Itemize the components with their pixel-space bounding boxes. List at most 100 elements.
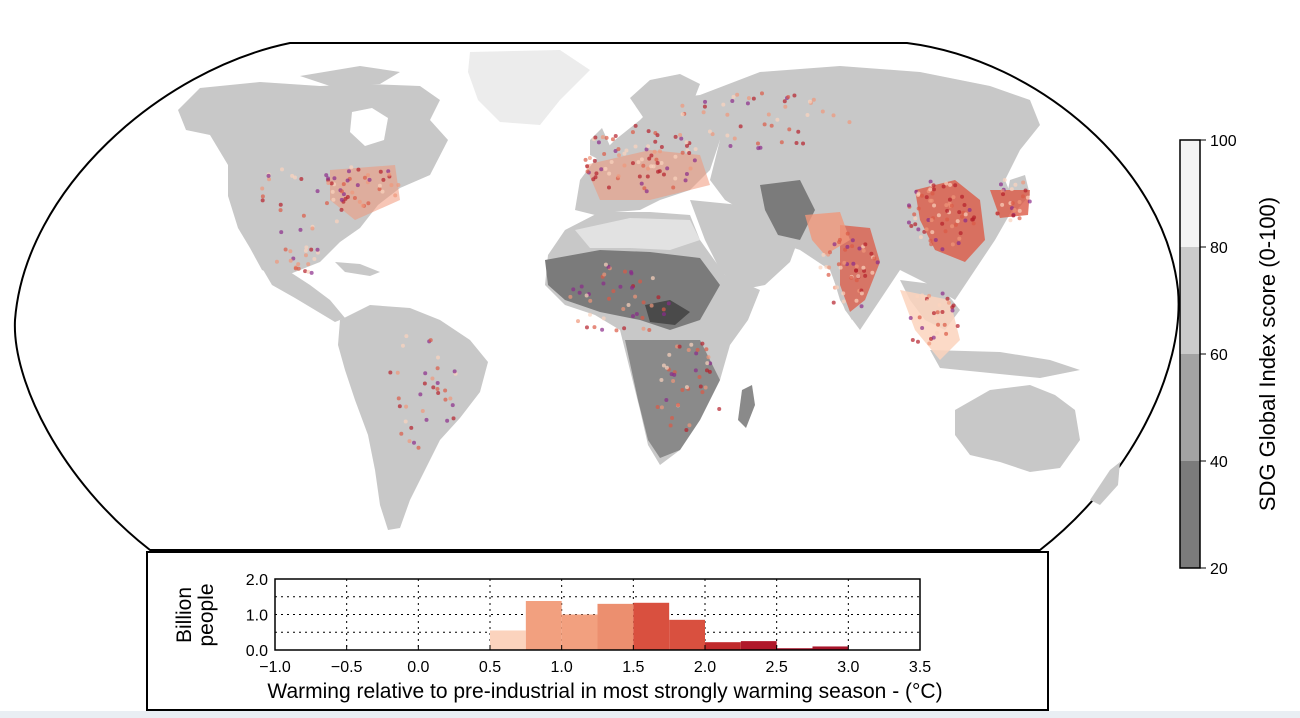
city-dot [659,145,664,150]
city-dot [766,112,771,117]
city-dot [640,315,645,320]
city-dot [396,183,401,188]
city-dot [639,181,644,186]
city-dot [933,316,938,321]
city-dot [334,219,339,224]
city-dot [929,242,934,247]
city-dot [652,149,657,154]
city-dot [931,335,936,340]
city-dot [609,159,614,164]
city-dot [634,311,639,316]
city-dot [957,210,962,215]
city-dot [366,201,371,206]
city-dot [924,195,929,200]
greenland [468,50,590,125]
bottom-strip [0,711,1300,718]
city-dot [647,328,652,333]
city-dot [650,276,655,281]
city-dot [917,315,922,320]
city-dot [377,187,382,192]
city-dot [928,198,933,203]
city-dot [945,208,950,213]
city-dot [850,244,855,249]
city-dot [832,242,837,247]
city-dot [707,129,712,134]
city-dot [944,331,949,336]
city-dot [807,99,812,104]
city-dot [831,300,836,305]
city-dot [412,440,417,445]
city-dot [732,136,737,141]
city-dot [1025,195,1030,200]
histogram-bar [776,648,813,650]
city-dot [315,247,320,252]
city-dot [293,266,298,271]
city-dot [818,265,823,270]
city-dot [694,351,699,356]
scandinavia [630,74,700,120]
city-dot [583,157,588,162]
colorbar-tick-label-40: 40 [1210,454,1228,471]
city-dot [280,167,285,172]
histogram-bar [490,630,526,650]
city-dot [845,231,850,236]
y-label-line: people [195,583,218,646]
city-dot [683,178,688,183]
city-dot [641,300,646,305]
indonesia [930,350,1080,378]
city-dot [378,169,383,174]
city-dot [920,293,925,298]
city-dot [431,385,436,390]
city-dot [728,143,733,148]
city-dot [420,409,425,414]
city-dot [861,265,866,270]
city-dot [843,247,848,252]
caribbean [335,262,380,276]
colorbar-tick-label-60: 60 [1210,347,1228,364]
city-dot [430,376,435,381]
city-dot [859,304,864,309]
city-dot [584,293,589,298]
city-dot [929,218,934,223]
city-dot [296,262,301,267]
city-dot [944,181,949,186]
city-dot [656,295,661,300]
city-dot [339,189,344,194]
city-dot [407,439,412,444]
city-dot [857,246,862,251]
city-dot [920,326,925,331]
histogram-x-label: Warming relative to pre-industrial in mo… [267,680,942,703]
city-dot [827,250,832,255]
city-dot [633,294,638,299]
city-dot [854,298,859,303]
city-dot [695,347,700,352]
city-dot [950,308,955,313]
hotspot-india [840,225,880,312]
city-dot [399,431,404,436]
histogram-x-ticks: −1.0 −0.5 0.0 0.5 1.0 1.5 2.0 2.5 3.0 3.5 [259,645,931,676]
city-dot [692,158,697,163]
city-dot [450,403,455,408]
city-dot [630,161,635,166]
city-dot [315,250,320,255]
city-dot [381,177,386,182]
city-dot [1021,180,1026,185]
city-dot [854,278,859,283]
city-dot [1020,194,1025,199]
city-dot [445,418,450,423]
city-dot [762,122,767,127]
city-dot [626,302,631,307]
x-tick-label: 3.5 [909,659,931,676]
histogram-bar [812,646,849,650]
city-dot [963,212,968,217]
y-tick-label: 2.0 [246,572,268,589]
city-dot [924,227,929,232]
x-tick-label: −1.0 [259,659,291,676]
city-dot [346,169,351,174]
city-dot [859,291,864,296]
city-dot [393,193,398,198]
city-dot [710,132,715,137]
city-dot [951,195,956,200]
city-dot [941,184,946,189]
city-dot [288,258,293,263]
